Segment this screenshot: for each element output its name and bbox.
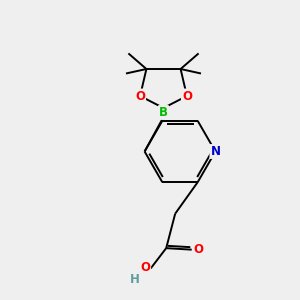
Text: B: B (159, 106, 168, 119)
Text: O: O (182, 89, 192, 103)
Text: O: O (193, 243, 203, 256)
Text: O: O (140, 261, 150, 274)
Text: N: N (210, 145, 220, 158)
Text: H: H (130, 274, 140, 286)
Text: O: O (135, 89, 145, 103)
